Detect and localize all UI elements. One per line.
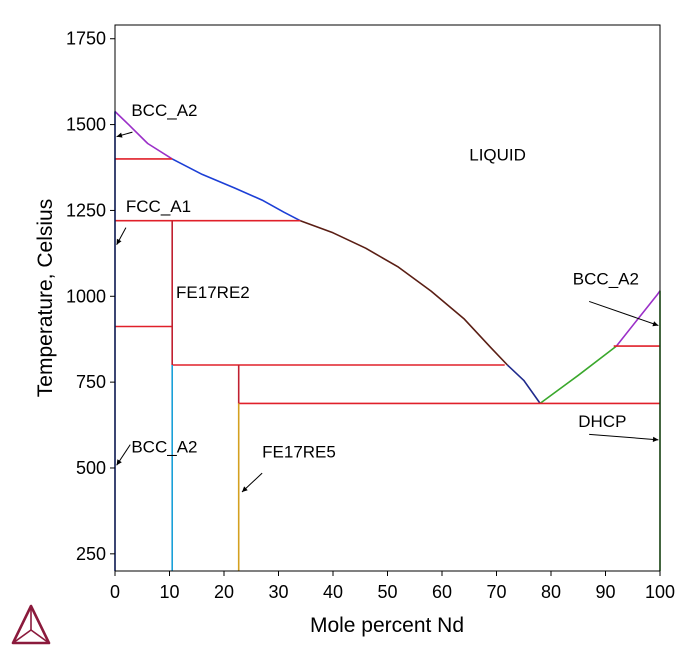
label-arrow xyxy=(116,131,133,138)
x-tick-label: 100 xyxy=(645,582,675,602)
y-tick-label: 750 xyxy=(76,372,106,392)
thermo-calc-logo-icon xyxy=(11,604,51,645)
label-arrow xyxy=(116,227,127,246)
x-tick-label: 20 xyxy=(214,582,234,602)
x-tick-label: 80 xyxy=(541,582,561,602)
x-tick-label: 90 xyxy=(595,582,615,602)
x-axis-label: Mole percent Nd xyxy=(310,614,464,637)
phase-boundary-liquidus-dhcp xyxy=(539,345,617,405)
x-tick-label: 0 xyxy=(110,582,120,602)
y-axis-label: Temperature, Celsius xyxy=(34,199,57,397)
y-tick-label: 1000 xyxy=(66,286,106,306)
y-tick-label: 1750 xyxy=(66,29,106,49)
phase-label-fcc-a1: FCC_A1 xyxy=(126,197,191,216)
label-arrow xyxy=(241,472,263,493)
label-arrow xyxy=(589,433,659,442)
label-arrows xyxy=(116,131,659,493)
phase-label-dhcp: DHCP xyxy=(578,412,626,431)
phase-boundary-liquidus-fe17re5 xyxy=(506,364,541,404)
x-tick-label: 40 xyxy=(323,582,343,602)
x-tick-label: 30 xyxy=(268,582,288,602)
phase-boundary-liquidus-fcc xyxy=(171,158,301,222)
x-tick-label: 70 xyxy=(486,582,506,602)
phase-label-liquid: LIQUID xyxy=(469,146,526,165)
phase-label-bcc-a2: BCC_A2 xyxy=(131,101,197,120)
phase-boundaries xyxy=(114,110,661,571)
phase-label-bcc-a2: BCC_A2 xyxy=(131,438,197,457)
phase-boundary-liquidus-bcc xyxy=(114,110,173,160)
x-tick-label: 50 xyxy=(377,582,397,602)
phase-boundary-liquidus-bcc xyxy=(615,290,661,347)
phase-label-fe17re2: FE17RE2 xyxy=(176,283,250,302)
axis-ticks: 0 10 20 30 40 50 60 70 80 90 100 250 500 750 1000 1250 1… xyxy=(66,29,675,602)
y-tick-label: 1250 xyxy=(66,200,106,220)
x-tick-label: 10 xyxy=(159,582,179,602)
phase-boundary-liquidus-fe17re2 xyxy=(300,219,508,366)
label-arrow xyxy=(116,444,131,466)
phase-labels: BCC_A2 LIQUID FCC_A1 FE17RE2 BCC_A2 DHCP BCC_A… xyxy=(126,101,639,462)
x-tick-label: 60 xyxy=(432,582,452,602)
label-arrow xyxy=(588,300,659,327)
y-tick-label: 250 xyxy=(76,544,106,564)
phase-label-bcc-a2: BCC_A2 xyxy=(573,269,639,288)
y-tick-label: 500 xyxy=(76,458,106,478)
y-tick-label: 1500 xyxy=(66,115,106,135)
phase-label-fe17re5: FE17RE5 xyxy=(262,443,336,462)
